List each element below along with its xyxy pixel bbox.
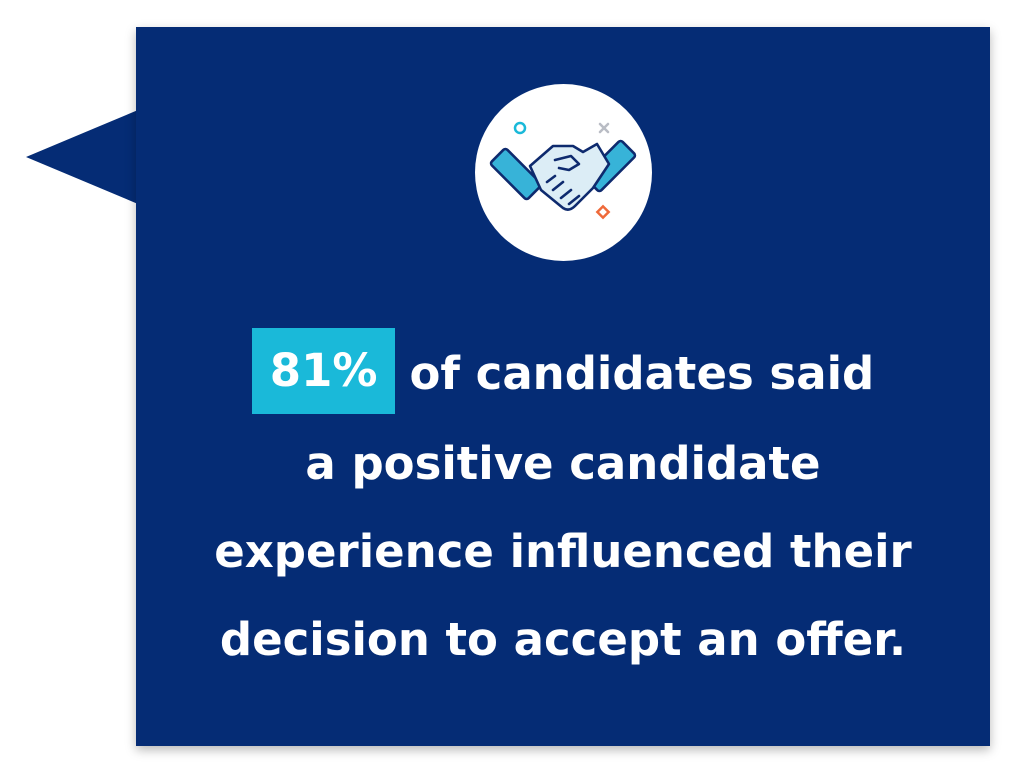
decor-circle-icon bbox=[513, 121, 527, 135]
stat-line-3: experience influenced their bbox=[214, 525, 912, 578]
icon-badge bbox=[475, 84, 652, 261]
hands-shape bbox=[528, 142, 611, 211]
stat-line-1-text: of candidates said bbox=[409, 347, 875, 400]
decor-diamond-icon bbox=[595, 204, 611, 220]
stat-highlight-badge: 81% bbox=[251, 328, 396, 414]
speech-bubble-tail-shape bbox=[26, 110, 138, 204]
stat-line-4: decision to accept an offer. bbox=[219, 613, 907, 666]
stat-statement: 81% of candidates said a positive candida… bbox=[136, 328, 990, 684]
stat-line-2: a positive candidate bbox=[305, 437, 821, 490]
left-cuff bbox=[489, 147, 543, 201]
decor-cross-icon bbox=[598, 122, 610, 134]
handshake-icon bbox=[489, 121, 637, 220]
speech-bubble-tail bbox=[26, 110, 138, 204]
stat-line-1: 81% of candidates said bbox=[136, 328, 990, 420]
